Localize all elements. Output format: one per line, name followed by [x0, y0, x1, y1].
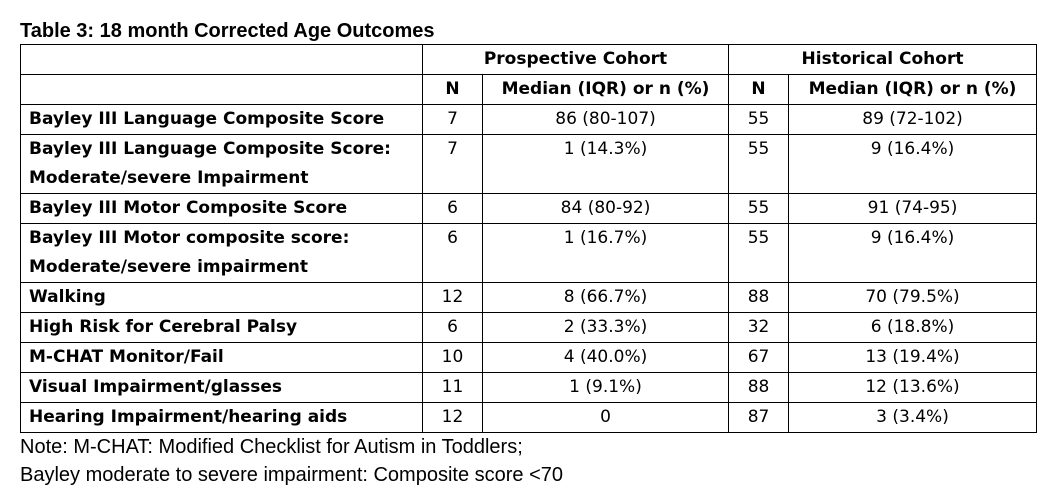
- prospective-value: 0: [481, 402, 730, 433]
- historical-n: 55: [728, 104, 790, 135]
- row-label: Visual Impairment/glasses: [20, 372, 423, 403]
- row-label: Bayley III Motor composite score: Modera…: [20, 223, 423, 283]
- table-title: Table 3: 18 month Corrected Age Outcomes: [20, 20, 435, 42]
- table-row: M-CHAT Monitor/Fail 10 4 (40.0%) 67 13 (…: [20, 342, 1038, 373]
- historical-value: 91 (74-95): [788, 193, 1038, 224]
- historical-n: 87: [728, 402, 790, 433]
- prospective-n: 6: [422, 312, 483, 343]
- historical-value: 3 (3.4%): [788, 402, 1038, 433]
- table-row: Visual Impairment/glasses 11 1 (9.1%) 88…: [20, 372, 1038, 403]
- table-row: Hearing Impairment/hearing aids 12 0 87 …: [20, 402, 1038, 433]
- header-row-groups: Prospective Cohort Historical Cohort: [20, 44, 1038, 75]
- header-blank-2: [20, 74, 423, 105]
- prospective-n: 12: [422, 402, 483, 433]
- row-label: Hearing Impairment/hearing aids: [20, 402, 423, 433]
- row-label: Bayley III Language Composite Score: Mod…: [20, 134, 423, 194]
- historical-value: 9 (16.4%): [788, 223, 1038, 283]
- historical-n: 55: [728, 134, 790, 194]
- prospective-value: 1 (16.7%): [481, 223, 730, 283]
- historical-n: 88: [728, 282, 790, 313]
- prospective-n: 7: [422, 104, 483, 135]
- header-historical-stat: Median (IQR) or n (%): [788, 74, 1038, 105]
- row-label: M-CHAT Monitor/Fail: [20, 342, 423, 373]
- table-page: Table 3: 18 month Corrected Age Outcomes…: [20, 18, 1038, 489]
- historical-value: 70 (79.5%): [788, 282, 1038, 313]
- header-prospective-cohort: Prospective Cohort: [421, 44, 730, 75]
- header-prospective-stat: Median (IQR) or n (%): [481, 74, 730, 105]
- historical-n: 55: [728, 193, 790, 224]
- historical-n: 55: [728, 223, 790, 283]
- historical-value: 9 (16.4%): [788, 134, 1038, 194]
- prospective-n: 7: [422, 134, 483, 194]
- historical-n: 32: [728, 312, 790, 343]
- table-row: Bayley III Motor Composite Score 6 84 (8…: [20, 193, 1038, 224]
- historical-n: 67: [728, 342, 790, 373]
- header-historical-n: N: [728, 74, 790, 105]
- prospective-value: 1 (9.1%): [481, 372, 730, 403]
- table-row: High Risk for Cerebral Palsy 6 2 (33.3%)…: [20, 312, 1038, 343]
- prospective-n: 6: [422, 223, 483, 283]
- header-historical-cohort: Historical Cohort: [728, 44, 1038, 75]
- prospective-n: 10: [422, 342, 483, 373]
- table-note-impairment-definition: Bayley moderate to severe impairment: Co…: [20, 464, 564, 486]
- historical-value: 6 (18.8%): [788, 312, 1038, 343]
- outcomes-table: Prospective Cohort Historical Cohort N M…: [20, 44, 1038, 433]
- historical-value: 12 (13.6%): [788, 372, 1038, 403]
- prospective-n: 12: [422, 282, 483, 313]
- prospective-value: 4 (40.0%): [481, 342, 730, 373]
- historical-n: 88: [728, 372, 790, 403]
- prospective-value: 1 (14.3%): [481, 134, 730, 194]
- prospective-n: 11: [422, 372, 483, 403]
- row-label: Bayley III Motor Composite Score: [20, 193, 423, 224]
- header-blank: [20, 44, 423, 75]
- prospective-value: 2 (33.3%): [481, 312, 730, 343]
- prospective-value: 8 (66.7%): [481, 282, 730, 313]
- header-row-stats: N Median (IQR) or n (%) N Median (IQR) o…: [20, 74, 1038, 105]
- row-label: High Risk for Cerebral Palsy: [20, 312, 423, 343]
- row-label: Walking: [20, 282, 423, 313]
- table-row: Bayley III Language Composite Score: Mod…: [20, 134, 1038, 194]
- row-label: Bayley III Language Composite Score: [20, 104, 423, 135]
- prospective-value: 84 (80-92): [481, 193, 730, 224]
- table-note-abbreviation: Note: M-CHAT: Modified Checklist for Aut…: [20, 436, 523, 458]
- prospective-n: 6: [422, 193, 483, 224]
- header-prospective-n: N: [422, 74, 483, 105]
- prospective-value: 86 (80-107): [481, 104, 730, 135]
- historical-value: 13 (19.4%): [788, 342, 1038, 373]
- historical-value: 89 (72-102): [788, 104, 1038, 135]
- table-row: Bayley III Motor composite score: Modera…: [20, 223, 1038, 283]
- table-row: Bayley III Language Composite Score 7 86…: [20, 104, 1038, 135]
- table-row: Walking 12 8 (66.7%) 88 70 (79.5%): [20, 282, 1038, 313]
